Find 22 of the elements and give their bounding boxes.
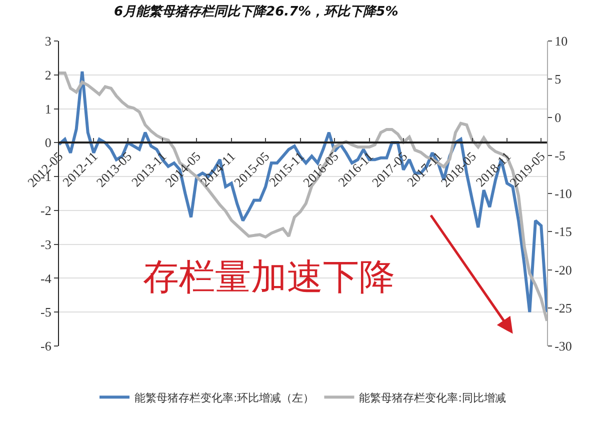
y-tick-label: -2 [40, 202, 52, 218]
legend-label: 能繁母猪存栏变化率:同比增减 [359, 391, 506, 404]
y2-tick-label: 5 [554, 72, 562, 87]
y2-tick-label: -20 [554, 262, 572, 278]
y-tick-label: 0 [44, 135, 52, 150]
y-tick-label: 3 [44, 34, 52, 49]
legend-label: 能繁母猪存栏变化率:环比增减（左） [134, 391, 314, 404]
y2-tick-label: -5 [554, 148, 566, 163]
y-tick-label: -4 [40, 270, 52, 286]
y2-tick-label: -15 [554, 224, 572, 240]
chart-title: 6月能繁母猪存栏同比下降26.7%，环比下降5% [114, 4, 398, 20]
y-tick-label: 1 [44, 101, 52, 116]
y2-tick-label: -10 [554, 186, 572, 202]
y2-tick-label: 10 [554, 34, 568, 49]
y-tick-label: -6 [40, 338, 52, 354]
y2-tick-label: 0 [554, 110, 562, 125]
y2-tick-label: -30 [554, 338, 572, 354]
y-tick-label: 2 [44, 67, 52, 82]
y-tick-label: -3 [40, 236, 52, 252]
y2-tick-label: -25 [554, 300, 572, 316]
annotation: 存栏量加速下降 [143, 257, 395, 298]
y-tick-label: -5 [40, 304, 52, 320]
